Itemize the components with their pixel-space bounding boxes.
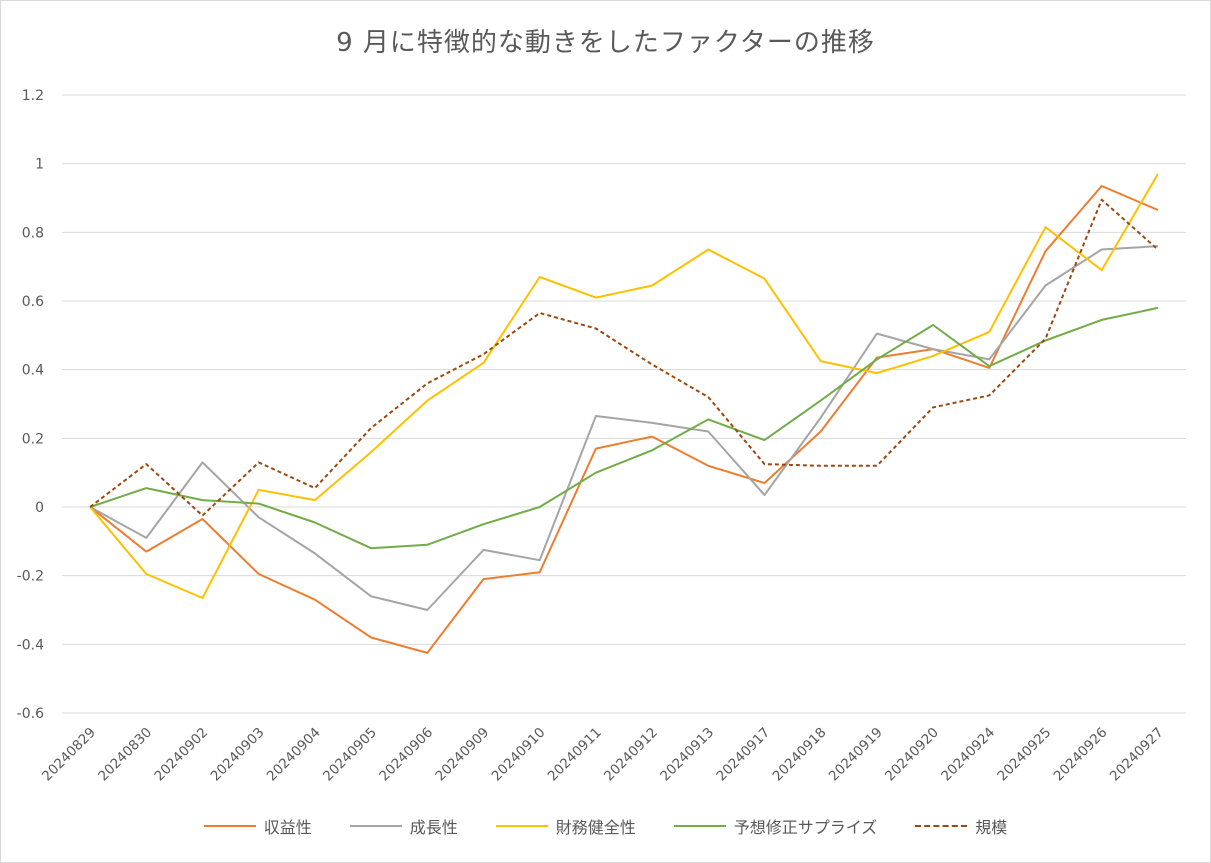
legend-label: 収益性 (263, 818, 312, 837)
y-tick-label: -0.6 (17, 706, 44, 722)
y-tick-label: 0.6 (22, 294, 44, 310)
series-line-0 (89, 185, 1159, 654)
y-tick-label: 0 (35, 500, 44, 516)
legend-swatch (673, 825, 726, 827)
y-tick-label: -0.2 (17, 569, 44, 585)
x-tick-label: 20240917 (713, 725, 773, 785)
x-tick-label: 20240903 (208, 725, 268, 785)
legend-label: 成長性 (409, 818, 458, 837)
legend-item: 財務健全性 (495, 814, 636, 838)
legend: 収益性 成長性 財務健全性 予想修正サプライズ 規模 (0, 814, 1211, 838)
y-tick-label: 0.4 (22, 363, 44, 379)
series-line-3 (89, 306, 1159, 550)
x-tick-label: 20240906 (376, 725, 436, 785)
x-tick-label: 20240905 (320, 725, 380, 785)
y-tick-label: 0.8 (22, 225, 44, 241)
x-tick-label: 20240829 (39, 725, 99, 785)
x-tick-label: 20240911 (545, 725, 605, 785)
x-tick-label: 20240904 (264, 725, 324, 785)
y-tick-label: 0.2 (22, 431, 44, 447)
legend-item: 成長性 (349, 814, 458, 838)
x-tick-label: 20240919 (826, 725, 886, 785)
series-line-4 (89, 198, 1159, 517)
gridlines (62, 94, 1186, 714)
x-tick-label: 20240924 (938, 725, 998, 785)
y-tick-label: -0.4 (17, 637, 44, 653)
legend-swatch (915, 825, 968, 827)
x-tick-label: 20240910 (489, 725, 549, 785)
y-axis-ticks: 1.2 1 0.8 0.6 0.4 0.2 0 -0.2 -0.4 -0.6 (17, 88, 44, 722)
x-tick-label: 20240920 (882, 725, 942, 785)
x-tick-label: 20240926 (1051, 725, 1111, 785)
y-tick-label: 1.2 (22, 88, 44, 104)
legend-label: 規模 (975, 818, 1008, 837)
series-line-2 (89, 173, 1159, 599)
legend-item: 収益性 (203, 814, 312, 838)
legend-label: 財務健全性 (555, 818, 636, 837)
x-tick-label: 20240927 (1107, 725, 1167, 785)
x-tick-label: 20240902 (151, 725, 211, 785)
legend-item: 規模 (915, 814, 1007, 838)
chart-title: 9 月に特徴的な動きをしたファクターの推移 (336, 28, 875, 58)
x-tick-label: 20240913 (657, 725, 717, 785)
legend-swatch (349, 825, 402, 827)
y-tick-label: 1 (35, 157, 44, 173)
legend-item: 予想修正サプライズ (673, 814, 878, 838)
x-tick-label: 20240925 (994, 725, 1054, 785)
x-tick-label: 20240909 (432, 725, 492, 785)
legend-swatch (495, 825, 548, 827)
x-axis-ticks: 2024082920240830202409022024090320240904… (39, 725, 1167, 785)
series-line-1 (89, 245, 1158, 611)
series-lines (89, 173, 1159, 654)
x-tick-label: 20240918 (770, 725, 830, 785)
legend-label: 予想修正サプライズ (733, 818, 878, 837)
x-tick-label: 20240830 (95, 725, 155, 785)
x-tick-label: 20240912 (601, 725, 661, 785)
legend-swatch (203, 825, 256, 827)
